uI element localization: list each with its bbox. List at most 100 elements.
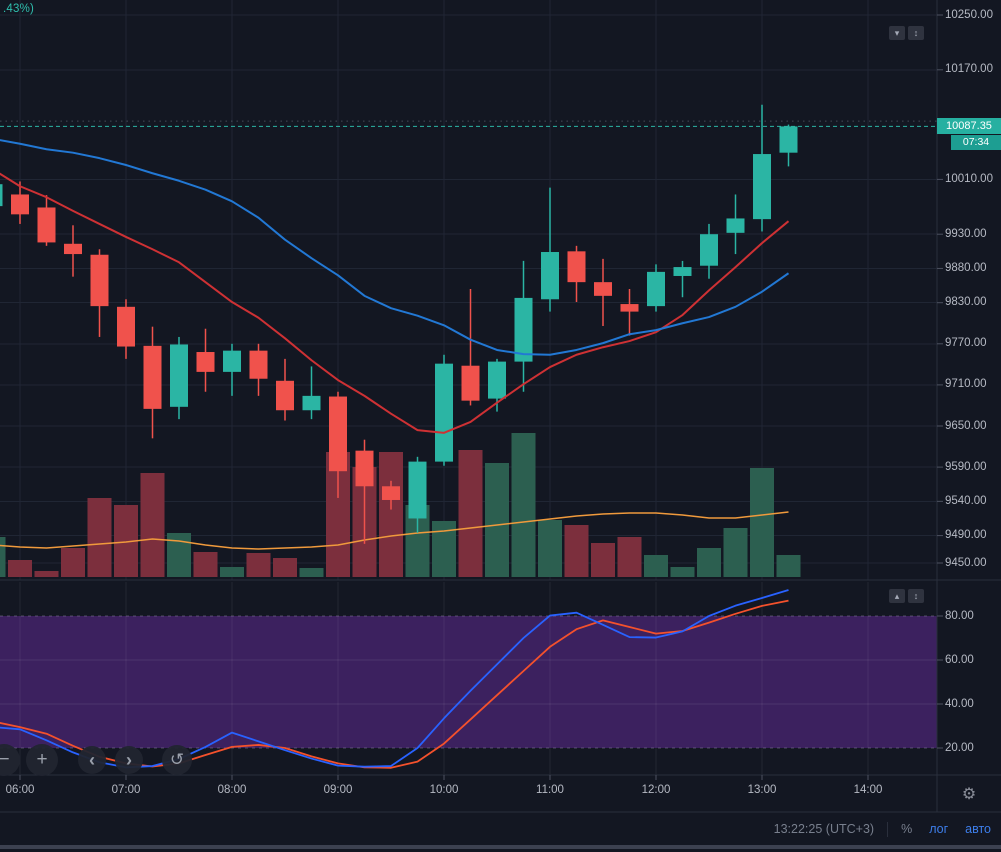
time-axis-label: 12:00 [641,784,671,796]
volume-bar [87,498,112,577]
volume-bar [140,473,165,577]
time-axis-label: 13:00 [747,784,777,796]
candle-body [223,350,241,372]
candle-body [249,350,268,379]
price-axis-label: 10250.00 [945,8,993,21]
symbol-change-legend: .43%) [3,3,35,15]
volume-bar [193,552,218,577]
volume-bar [538,520,562,577]
candle-body [11,194,29,215]
time-axis-label: 11:00 [536,784,564,796]
candle-body [37,207,56,243]
volume-bar [8,560,32,577]
price-axis-label: 9880.00 [945,261,987,274]
time-axis-label: 06:00 [5,784,35,796]
pane-expand-button[interactable]: ▴ [889,589,905,603]
candle-body [488,361,506,399]
time-axis-label: 08:00 [217,784,247,796]
price-axis-label: 9590.00 [945,460,987,473]
zoom-out-button[interactable]: − [0,744,20,776]
price-axis[interactable]: 10250.00 10170.00 10010.00 9930.00 9880.00 98… [937,0,1001,775]
gear-icon[interactable]: ⚙ [961,785,977,803]
price-axis-label: 9830.00 [945,296,987,309]
candle-body [726,218,745,233]
candle-body [355,450,374,487]
axis-corner: ⚙ [937,775,1001,812]
volume-bar [0,537,6,577]
volume-ma-line [0,511,789,550]
volume-bar [485,463,509,577]
percent-scale-button[interactable]: % [901,822,913,836]
volume-bar [61,548,85,577]
price-axis-label: 9540.00 [945,494,987,507]
divider [887,821,889,837]
time-axis-label: 10:00 [429,784,459,796]
candle-body [408,461,427,519]
time-axis[interactable]: 06:00 07:00 08:00 09:00 10:00 11:00 12:00 13:00… [0,775,937,812]
volume-bar [697,548,721,577]
auto-scale-button[interactable]: авто [965,822,991,836]
scroll-left-button[interactable]: ‹ [78,746,106,774]
volume-bar [299,568,324,577]
candle-body [329,396,347,472]
scroll-right-button[interactable]: › [115,746,143,774]
oscillator-axis-label: 80.00 [945,609,974,622]
bar-countdown-label: 07:34 [951,134,1001,150]
candle-body [753,154,771,220]
candle-body [64,243,82,255]
volume-bar [246,553,271,577]
volume-bar [644,555,668,577]
oscillator-band [0,616,937,748]
volume-bar [564,525,589,577]
volume-bar [750,468,774,577]
time-axis-label: 07:00 [111,784,141,796]
price-axis-label: 9710.00 [945,378,987,391]
volume-bar [458,450,483,577]
candle-body [0,184,3,207]
volume-bar [617,537,642,577]
last-price-label: 10087.35 [937,118,1001,135]
price-axis-label: 9450.00 [945,556,987,569]
price-axis-label: 10010.00 [945,172,993,185]
candle-body [594,282,612,296]
log-scale-button[interactable]: лог [929,822,949,836]
volume-bar [379,452,403,577]
volume-bar [511,433,536,577]
oscillator-axis-label: 40.00 [945,697,974,710]
candle-body [779,126,798,153]
candle-body [620,304,639,312]
price-axis-label: 9650.00 [945,419,987,432]
window-edge-strip [0,845,1001,849]
pane-collapse-button[interactable]: ▾ [889,26,905,40]
candle-body [143,345,162,409]
volume-bar [273,558,297,577]
ma-blue-line [0,139,790,356]
main-pane-controls: ▾ ↕ [889,26,924,40]
oscillator-axis-label: 20.00 [945,741,974,754]
zoom-in-button[interactable]: + [26,744,58,776]
volume-bar [220,567,244,577]
price-axis-label: 9770.00 [945,337,987,350]
oscillator-pane-controls: ▴ ↕ [889,589,924,603]
price-axis-label: 10170.00 [945,63,993,76]
volume-bar [591,543,615,577]
candle-body [276,380,294,411]
price-axis-label: 9930.00 [945,227,987,240]
candle-body [196,352,215,372]
candle-body [382,486,400,500]
candle-body [567,251,586,283]
candle-body [541,252,559,300]
price-axis-label: 9490.00 [945,529,987,542]
candle-body [514,297,533,362]
candle-body [673,267,692,276]
volume-bar [34,571,59,577]
pane-maximize-button[interactable]: ↕ [908,589,924,603]
candle-body [170,344,188,407]
clock-utc-label[interactable]: 13:22:25 (UTC+3) [773,822,875,836]
candle-body [435,363,453,462]
pane-maximize-button[interactable]: ↕ [908,26,924,40]
reset-chart-button[interactable]: ↺ [162,745,192,775]
ma-red-line [0,172,790,434]
